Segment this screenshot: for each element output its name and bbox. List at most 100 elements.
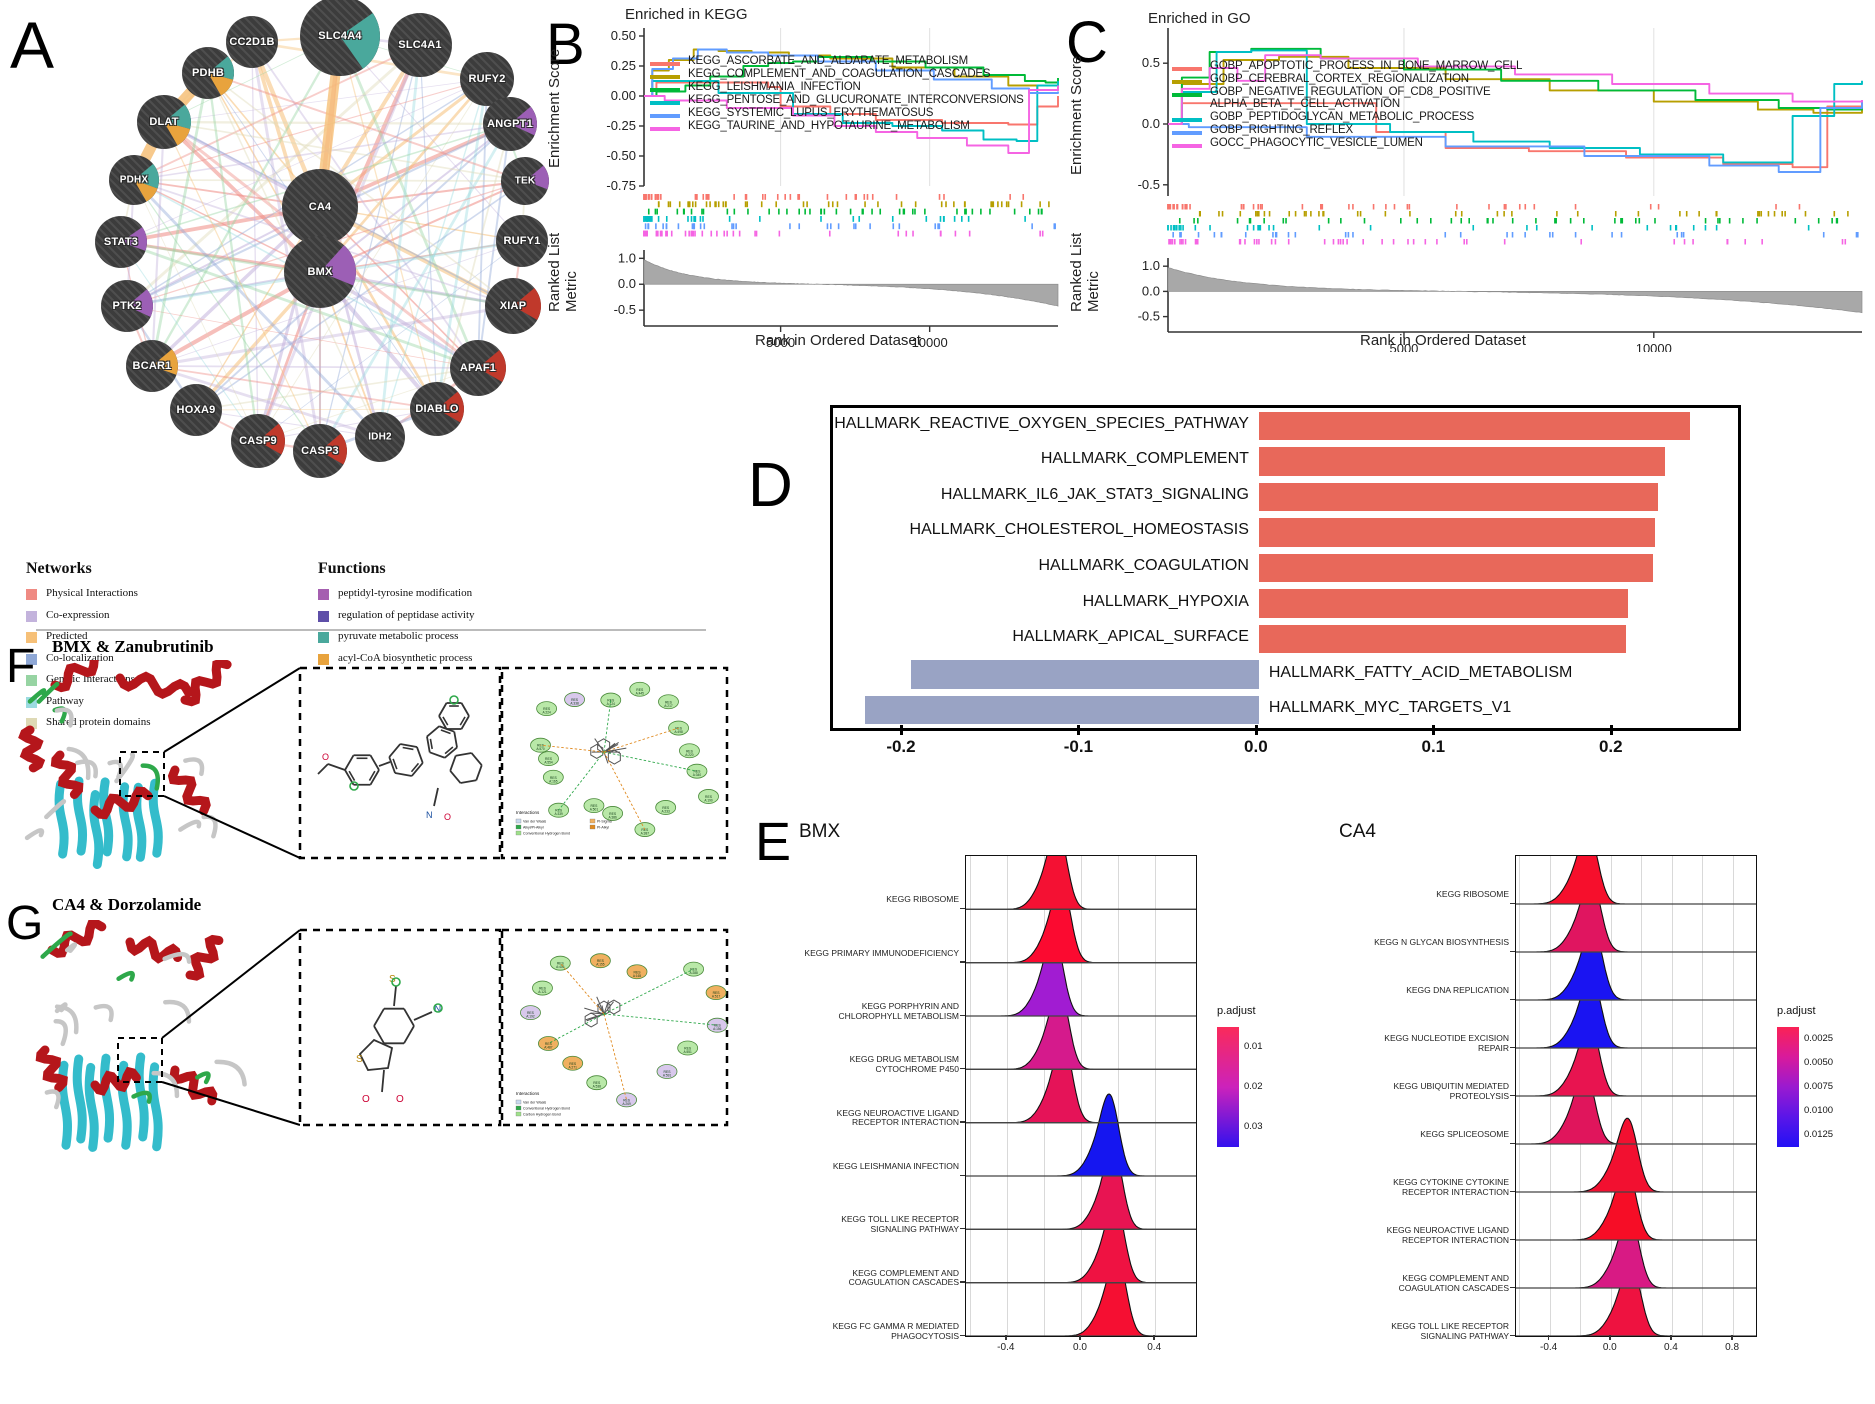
svg-text:RES: RES <box>714 1024 722 1028</box>
svg-text:A:591: A:591 <box>663 1074 672 1078</box>
ridgeline-plot-box <box>965 855 1197 1337</box>
network-node-angpt1[interactable]: ANGPT1 <box>483 97 537 151</box>
network-node-slc4a4[interactable]: SLC4A4 <box>300 0 380 76</box>
network-node-label: ANGPT1 <box>487 118 533 130</box>
gsea-legend-label: KEGG_COMPLEMENT_AND_COAGULATION_CASCADES <box>688 68 991 80</box>
panel-d-plot-box: HALLMARK_REACTIVE_OXYGEN_SPECIES_PATHWAY… <box>830 405 1741 731</box>
svg-text:1.0: 1.0 <box>618 250 636 265</box>
svg-text:A:165: A:165 <box>549 779 558 783</box>
function-legend-item: regulation of peptidase activity <box>318 609 698 622</box>
network-node-apaf1[interactable]: APAF1 <box>450 340 506 396</box>
network-node-idh2[interactable]: IDH2 <box>355 412 405 462</box>
gsea-legend-label: GOBP_CEREBRAL_CORTEX_REGIONALIZATION <box>1210 73 1469 85</box>
network-nodes: CC2D1B SLC4A4 SLC4A1 RUFY2 ANGPT1 TEK RUFY1 XIA… <box>0 0 700 500</box>
gsea-legend-label: KEGG_ASCORBATE_AND_ALDARATE_METABOLISM <box>688 55 968 67</box>
padjust-legend-value: 0.0100 <box>1804 1105 1834 1116</box>
svg-text:-0.5: -0.5 <box>614 302 636 317</box>
gsea-legend-swatch <box>650 101 680 105</box>
network-node-xiap[interactable]: XIAP <box>485 278 541 334</box>
network-node-tek[interactable]: TEK <box>501 157 549 205</box>
svg-text:RES: RES <box>537 744 545 748</box>
ridgeline-row-tick <box>1510 1046 1515 1048</box>
svg-text:A:339: A:339 <box>554 812 563 816</box>
network-legend-item: Physical Interactions <box>26 587 316 600</box>
padjust-legend-value: 0.0050 <box>1804 1057 1834 1068</box>
ridgeline-xtick-label: -0.4 <box>1540 1342 1558 1353</box>
network-node-diablo[interactable]: DIABLO <box>410 382 464 436</box>
network-node-pdhx[interactable]: PDHX <box>109 155 159 205</box>
ridgeline-title: BMX <box>799 821 841 842</box>
network-node-bcar1[interactable]: BCAR1 <box>126 340 178 392</box>
panel-d-xtick-label: 0.1 <box>1421 737 1446 756</box>
svg-text:A:501: A:501 <box>590 808 599 812</box>
networks-legend-title: Networks <box>26 560 92 577</box>
ridgeline-row-label: KEGG COMPLEMENT AND COAGULATION CASCADES <box>848 1267 959 1288</box>
network-legend-swatch <box>26 675 37 686</box>
hallmark-bar[interactable] <box>1258 482 1659 512</box>
network-node-casp3[interactable]: CASP3 <box>293 424 347 478</box>
network-node-cc2d1b[interactable]: CC2D1B <box>226 16 278 68</box>
ridgeline-gridline <box>969 856 971 1336</box>
gsea-legend-swatch <box>1172 118 1202 122</box>
network-node-ptk2[interactable]: PTK2 <box>101 280 153 332</box>
panel-d-hallmark-bar: D HALLMARK_REACTIVE_OXYGEN_SPECIES_PATHW… <box>740 385 1741 795</box>
panel-d-xtick-mark <box>1609 725 1613 735</box>
svg-text:A:445: A:445 <box>636 691 645 695</box>
svg-text:Conventional Hydrogen Bond: Conventional Hydrogen Bond <box>523 832 570 836</box>
ridgeline-xtick-label: -0.4 <box>997 1342 1015 1353</box>
hallmark-bar[interactable] <box>864 696 1259 725</box>
hallmark-bar[interactable] <box>1258 553 1653 583</box>
ridgeline-row-tick <box>960 1334 965 1336</box>
svg-text:A:155: A:155 <box>596 963 605 967</box>
functions-legend-title: Functions <box>318 560 386 577</box>
network-node-rufy1[interactable]: RUFY1 <box>496 215 548 267</box>
network-node-slc4a1[interactable]: SLC4A1 <box>388 13 452 77</box>
panel-c-letter: C <box>1066 10 1108 75</box>
hallmark-bar-label: HALLMARK_IL6_JAK_STAT3_SIGNALING <box>940 485 1249 503</box>
svg-text:A:288: A:288 <box>689 971 698 975</box>
svg-text:A:554: A:554 <box>544 761 553 765</box>
hallmark-bar[interactable] <box>1258 624 1627 654</box>
network-node-casp9[interactable]: CASP9 <box>231 414 285 468</box>
network-node-stat3[interactable]: STAT3 <box>95 216 147 268</box>
svg-text:A:217: A:217 <box>664 704 673 708</box>
gsea-legend-swatch <box>1172 144 1202 148</box>
hallmark-bar[interactable] <box>911 660 1259 689</box>
ridgeline-row-tick <box>1510 1286 1515 1288</box>
svg-text:Van der Waals: Van der Waals <box>523 820 546 824</box>
hallmark-bar-label: HALLMARK_HYPOXIA <box>1082 592 1249 610</box>
svg-text:Interactions: Interactions <box>516 810 540 815</box>
network-node-ca4[interactable]: CA4 <box>282 169 358 245</box>
hallmark-bar[interactable] <box>1258 411 1691 440</box>
ridgeline-row-tick <box>960 1227 965 1230</box>
ridgeline-row-label: KEGG PRIMARY IMMUNODEFICIENCY <box>804 947 959 958</box>
padjust-legend-colorbar <box>1217 1027 1239 1147</box>
hallmark-bar[interactable] <box>1258 447 1666 476</box>
ridgeline-xtick-label: 0.0 <box>1602 1342 1617 1353</box>
hallmark-bar[interactable] <box>1258 589 1628 618</box>
panel-b-plot: 0.50 0.25 0.00 -0.25 -0.50 -0.75 1.0 0.0 -0.5 500… <box>606 28 1059 350</box>
gsea-legend-label: GOBP_APOPTOTIC_PROCESS_IN_BONE_MARROW_CE… <box>1210 60 1523 72</box>
panel-b-gsea-kegg: B Enriched in KEGG Enrichment Score Rank… <box>540 0 1065 370</box>
network-node-pdhb[interactable]: PDHB <box>182 47 234 99</box>
gsea-legend-label: KEGG_SYSTEMIC_LUPUS_ERYTHEMATOSUS <box>688 107 934 119</box>
panel-d-xtick-mark <box>1254 725 1258 735</box>
ridgeline-row-tick <box>960 1014 965 1016</box>
padjust-legend-value: 0.02 <box>1244 1081 1263 1092</box>
ridgeline-row-tick <box>1510 950 1515 952</box>
gsea-legend-label-cont: ALPHA_BETA_T_CELL_ACTIVATION <box>1210 98 1400 110</box>
network-node-hoxa9[interactable]: HOXA9 <box>170 384 222 436</box>
panel-d-xtick-label: 0.2 <box>1598 737 1623 756</box>
network-node-label: RUFY1 <box>503 235 541 247</box>
gsea-legend-item: GOBP_APOPTOTIC_PROCESS_IN_BONE_MARROW_CE… <box>1172 60 1522 72</box>
gsea-legend-label: GOBP_RIGHTING_REFLEX <box>1210 124 1353 136</box>
gsea-legend-item: KEGG_PENTOSE_AND_GLUCURONATE_INTERCONVER… <box>650 94 1024 106</box>
network-node-bmx[interactable]: BMX <box>284 236 356 308</box>
hallmark-bar[interactable] <box>1258 518 1655 547</box>
network-node-dlat[interactable]: DLAT <box>137 95 191 149</box>
ridgeline-row-label: KEGG PORPHYRIN AND CHLOROPHYLL METABOLISM <box>838 1001 959 1021</box>
svg-text:RES: RES <box>527 1011 535 1015</box>
network-node-label: TEK <box>514 175 536 187</box>
function-legend-label: pyruvate metabolic process <box>338 630 459 642</box>
